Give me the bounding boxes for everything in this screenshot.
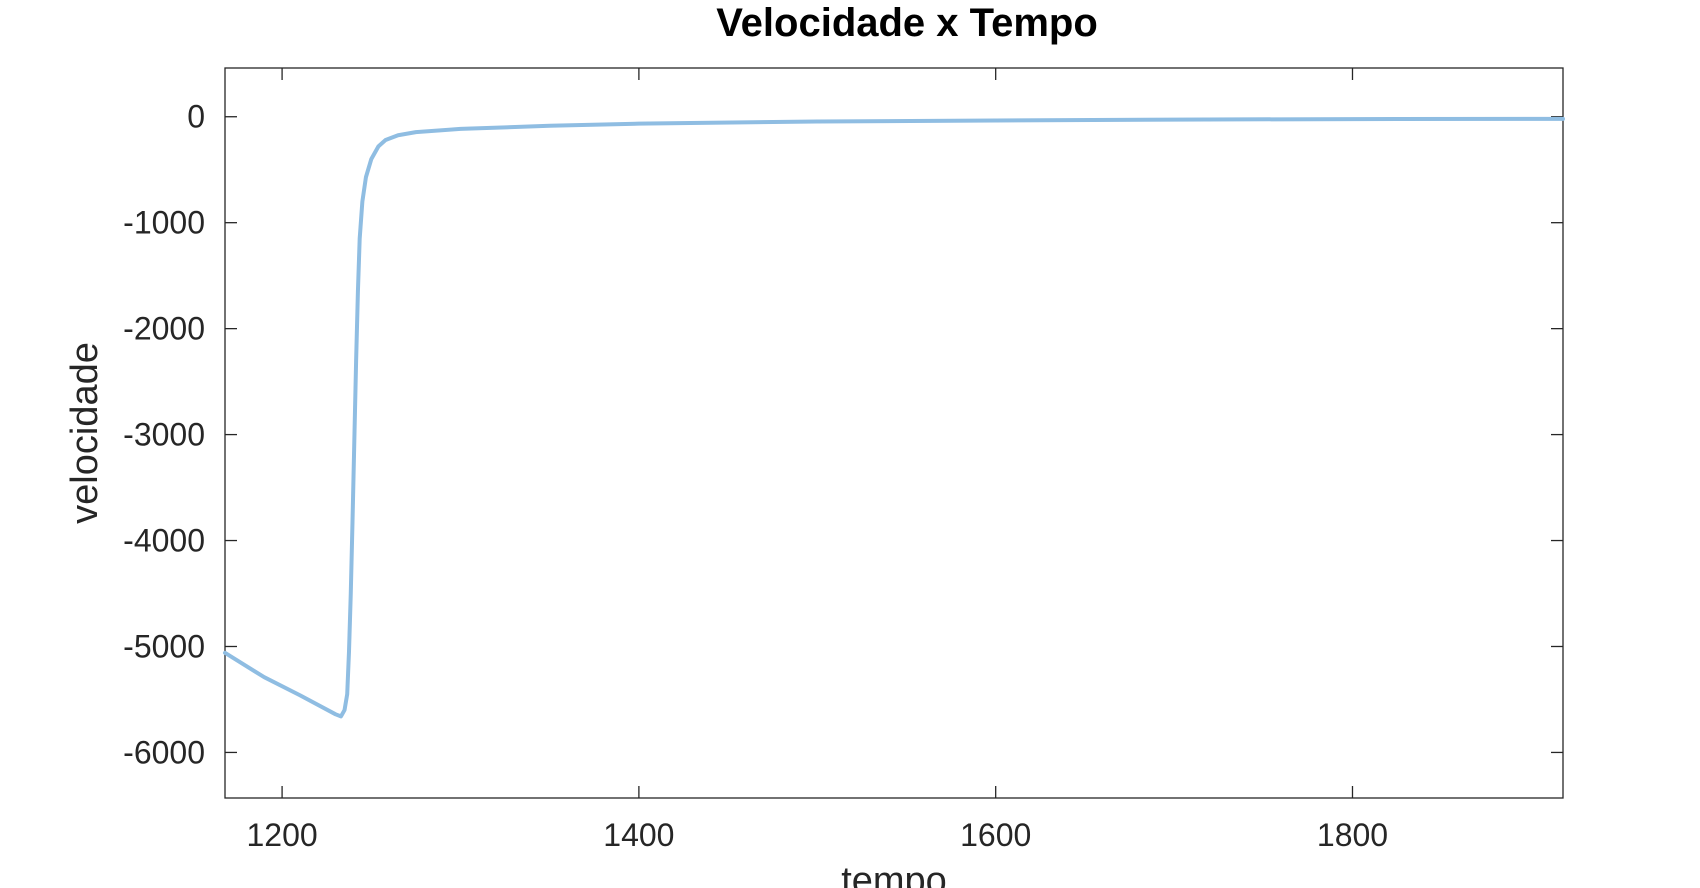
x-tick-label: 1600 <box>960 817 1031 853</box>
x-tick-label: 1400 <box>603 817 674 853</box>
y-axis-label: velocidade <box>64 342 106 524</box>
y-tick-label: -5000 <box>123 628 205 664</box>
x-axis-label: tempo <box>841 860 947 888</box>
y-tick-label: -1000 <box>123 205 205 241</box>
y-tick-label: -2000 <box>123 311 205 347</box>
y-tick-label: -6000 <box>123 734 205 770</box>
y-axis: 0 -1000 -2000 -3000 -4000 -5000 -6000 <box>123 99 1563 770</box>
y-tick-label: -4000 <box>123 523 205 559</box>
chart-title: Velocidade x Tempo <box>716 1 1098 45</box>
y-tick-label: 0 <box>187 99 205 135</box>
y-tick-label: -3000 <box>123 417 205 453</box>
x-tick-label: 1200 <box>246 817 317 853</box>
plot-frame <box>224 67 1564 799</box>
x-axis: 1200 1400 1600 1800 <box>246 68 1388 853</box>
x-tick-label: 1800 <box>1317 817 1388 853</box>
series-line-velocidade <box>223 116 1565 719</box>
